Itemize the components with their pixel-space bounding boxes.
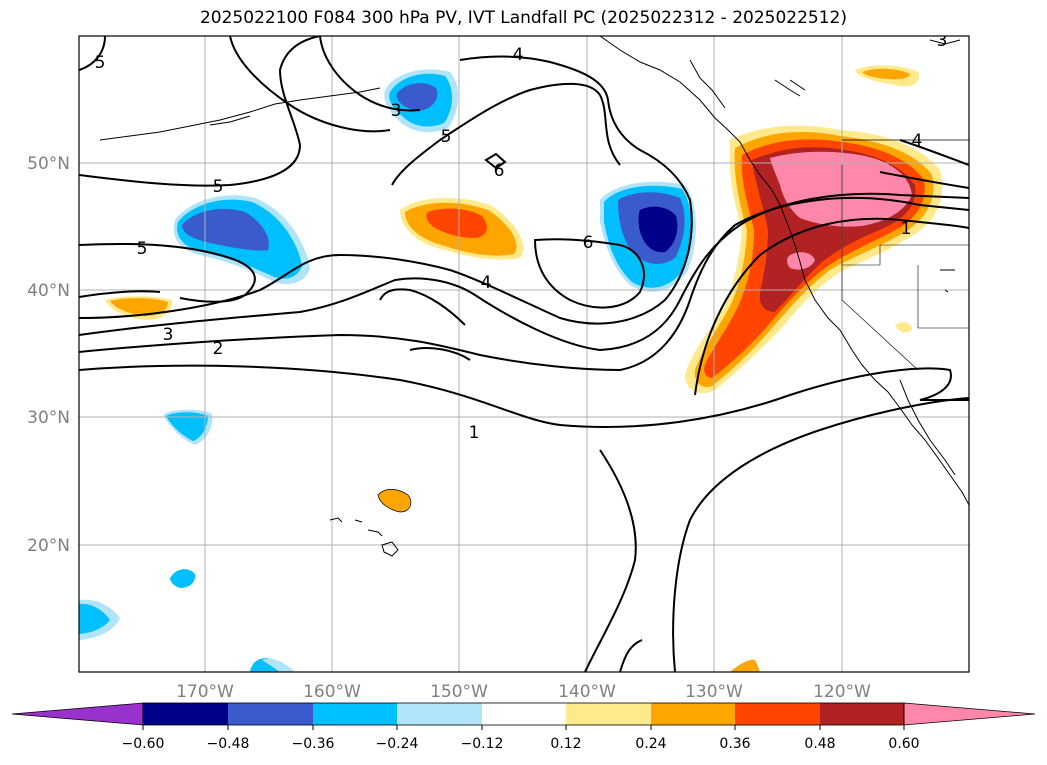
- negative-blob-bottom-light: [262, 658, 295, 672]
- colorbar-tick-label: −0.24: [376, 736, 419, 752]
- colorbar-segment: [397, 703, 482, 725]
- colorbar-tick-label: 0.12: [550, 736, 581, 752]
- positive-blob-central-red: [426, 208, 487, 238]
- longitude-labels: 170°W 160°W 150°W 140°W 130°W 120°W: [176, 682, 871, 702]
- positive-blob-ne-orange: [862, 68, 910, 80]
- contour-label: 1: [469, 423, 480, 443]
- lat-label: 20°N: [27, 536, 70, 556]
- contour-label: 1: [901, 219, 912, 239]
- lon-label: 130°W: [685, 682, 743, 702]
- contour-label: 5: [137, 239, 148, 259]
- pv-contour-d: [79, 290, 161, 298]
- pv-contour-south-1: [584, 449, 637, 672]
- contour-label: 4: [481, 273, 492, 293]
- colorbar-tick-label: −0.36: [292, 736, 335, 752]
- map-frame: [78, 35, 970, 673]
- positive-plume-pink-small: [787, 252, 815, 270]
- pv-contour-c: [79, 36, 106, 71]
- pv-contour-5: [79, 242, 256, 303]
- contour-label: 3: [937, 31, 948, 51]
- colorbar-segment: [735, 703, 820, 725]
- coastlines: [99, 36, 969, 557]
- pv-contour-4: [79, 55, 693, 325]
- colorbar-tick-label: 0.60: [888, 736, 919, 752]
- pv-contour-a: [229, 36, 391, 133]
- colorbar-segment: [313, 703, 397, 725]
- pv-contour-labels: 4 5 3 5 6 5 5 6 4 3 2 1 4 1 3: [95, 31, 948, 443]
- pv-contour-6-loop: [533, 238, 645, 309]
- colorbar-tick-label: −0.48: [207, 736, 250, 752]
- contour-label: 6: [494, 161, 505, 181]
- contour-label: 6: [583, 233, 594, 253]
- contour-label: 5: [441, 127, 452, 147]
- negative-blob-south-cyan: [170, 569, 196, 588]
- map-title: 2025022100 F084 300 hPa PV, IVT Landfall…: [199, 8, 847, 28]
- pv-contour-5-north: [79, 36, 321, 187]
- colorbar-segment: [143, 703, 228, 725]
- positive-blob-south: [730, 659, 760, 672]
- colorbar: −0.60 −0.48 −0.36 −0.24 −0.12 0.12 0.24 …: [11, 702, 1036, 752]
- contour-label: 3: [163, 325, 174, 345]
- colorbar-ticks: [142, 725, 905, 730]
- colorbar-tick-label: 0.24: [635, 736, 666, 752]
- pv-contour-south-2: [672, 397, 969, 672]
- negative-blob-west-blue: [182, 208, 269, 251]
- lon-label: 120°W: [813, 682, 871, 702]
- positive-blob-hawaii: [377, 489, 412, 513]
- pv-contour-1-north: [694, 217, 969, 396]
- gridlines: [79, 36, 969, 672]
- pv-contours: [79, 36, 969, 672]
- pv-contour-east-2: [879, 171, 969, 189]
- colorbar-segment: [566, 703, 651, 725]
- colorbar-segment: [651, 703, 735, 725]
- pv-contour-f: [409, 347, 471, 361]
- negative-blob-sw-cyan: [79, 603, 110, 634]
- pv-contour-6-small: [484, 152, 507, 170]
- lat-label: 40°N: [27, 281, 70, 301]
- negative-blob-center-navy: [638, 206, 678, 253]
- lat-label: 50°N: [27, 154, 70, 174]
- contour-label: 3: [391, 101, 402, 121]
- colorbar-extend-right: [903, 702, 1036, 726]
- pv-contour-3: [79, 192, 969, 352]
- colorbar-segment: [482, 703, 566, 725]
- colorbar-segment: [228, 703, 313, 725]
- colorbar-tick-label: 0.36: [719, 736, 750, 752]
- pv-contour-north-ridge: [391, 82, 621, 186]
- lon-label: 170°W: [176, 682, 234, 702]
- positive-blob-west-orange: [110, 298, 168, 316]
- pv-contour-b: [319, 36, 421, 112]
- lat-label: 30°N: [27, 408, 70, 428]
- lon-label: 140°W: [558, 682, 616, 702]
- pv-contour-south-3: [619, 639, 643, 672]
- negative-blob-subtropic-cyan: [166, 412, 208, 441]
- contour-label: 5: [95, 53, 106, 73]
- colorbar-tick-label: 0.48: [804, 736, 835, 752]
- contour-label: 5: [213, 177, 224, 197]
- colorbar-segment: [820, 703, 904, 725]
- negative-blob-alaska-blue: [396, 83, 438, 111]
- contour-label: 4: [513, 45, 524, 65]
- lon-label: 150°W: [430, 682, 488, 702]
- latitude-labels: 50°N 40°N 30°N 20°N: [27, 154, 70, 556]
- contour-label: 4: [912, 131, 923, 151]
- colorbar-extend-left: [11, 702, 144, 726]
- pv-contour-e: [379, 288, 466, 326]
- contour-label: 2: [213, 339, 224, 359]
- pv-contour-2: [79, 197, 969, 372]
- pv-contour-east-1: [899, 139, 969, 166]
- pv-contour-1: [79, 364, 969, 428]
- pc-shading: [79, 65, 943, 672]
- colorbar-tick-label: −0.60: [122, 736, 165, 752]
- colorbar-tick-label: −0.12: [461, 736, 504, 752]
- positive-blob-nevada: [895, 322, 912, 333]
- lon-label: 160°W: [303, 682, 361, 702]
- positive-plume-pink: [770, 151, 912, 227]
